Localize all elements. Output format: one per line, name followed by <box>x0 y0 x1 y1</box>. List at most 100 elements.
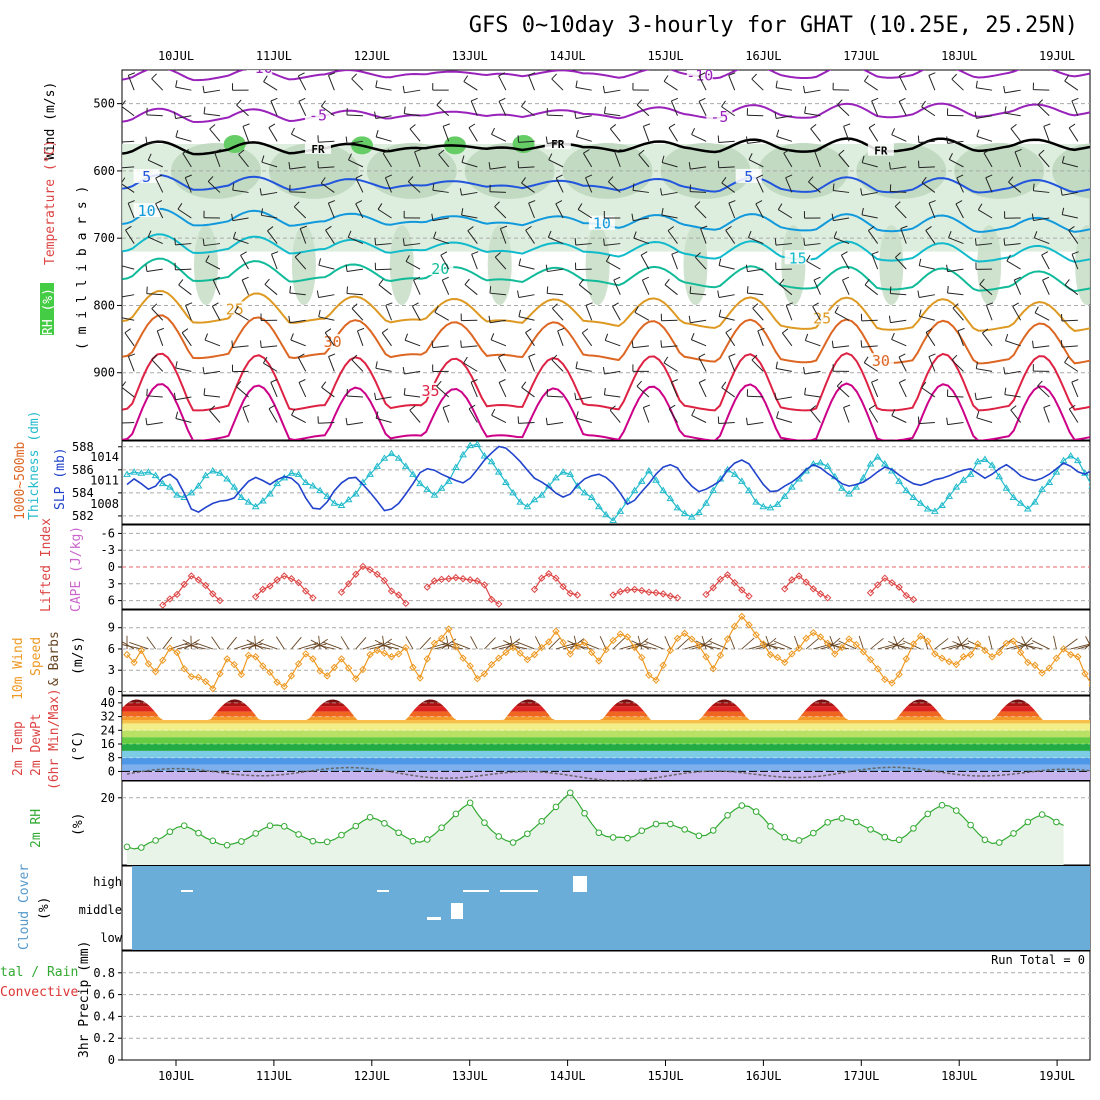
wind-barb-flag <box>471 251 479 255</box>
wind-barb <box>718 166 735 169</box>
wind-barb-flag <box>836 380 843 387</box>
thickness-label-1: 1000~500mb <box>13 442 28 520</box>
wind-speed-point <box>981 646 989 655</box>
rh-2m-point <box>895 836 903 844</box>
wind-barb <box>404 339 421 347</box>
wind-10m-barb <box>183 639 200 650</box>
temperature-axis-label: Temperature (°C) <box>43 140 58 265</box>
wind-10m-barb <box>1032 640 1050 650</box>
wind-barb <box>748 159 764 168</box>
wind-barb <box>122 140 135 143</box>
wind-speed-point <box>273 678 281 686</box>
isotherm-0 <box>122 137 1090 156</box>
thickness-point <box>859 473 868 481</box>
wind-barb <box>663 362 678 372</box>
wind-barb-flag <box>863 75 869 82</box>
wind-barb-flag <box>663 75 669 82</box>
wind-barb <box>1010 128 1022 142</box>
wind-10m-barb <box>503 640 521 650</box>
wind-speed-point <box>859 648 868 656</box>
wind-barb-flag <box>151 73 157 80</box>
rh-2m-point <box>466 799 474 807</box>
wind-barb <box>203 394 220 398</box>
wind-speed-point <box>516 649 524 657</box>
wind-barb <box>547 395 564 398</box>
wind-speed-point <box>201 677 210 686</box>
wind-barb-flag <box>202 85 205 93</box>
lifted-index-tick-label: 0 <box>108 560 115 574</box>
wind-speed-point <box>845 635 853 643</box>
isotherm-label: 15 <box>789 249 807 267</box>
wind-barb-flag <box>463 75 469 82</box>
wind-barb <box>351 308 364 321</box>
wind-speed-point <box>502 648 510 657</box>
wind-speed-point <box>688 635 696 643</box>
wind-barb-flag <box>748 153 753 160</box>
wind-barb-flag <box>267 226 274 232</box>
wind-barb <box>404 89 421 94</box>
wind-barb-flag <box>242 404 250 408</box>
wind-barb <box>871 254 879 270</box>
date-label-top-18JUL: 18JUL <box>941 49 977 63</box>
wind-barb-flag <box>321 381 327 388</box>
wind-barb <box>528 356 535 372</box>
wind-barb <box>836 385 850 398</box>
lifted-index-point <box>623 586 632 594</box>
wind-barb <box>518 294 535 298</box>
wind-barb <box>976 87 993 91</box>
lifted-index-point <box>645 588 653 596</box>
wind-barb-flag <box>151 354 158 361</box>
isotherm-label-bg <box>304 107 331 122</box>
thickness-point <box>187 488 196 496</box>
thickness-point <box>266 490 274 497</box>
wind-barb <box>491 414 507 423</box>
wind-barb <box>1008 181 1021 193</box>
lifted-index-point <box>823 594 832 602</box>
wind-barb-flag <box>1004 387 1007 395</box>
wind-barb <box>606 260 621 270</box>
wind-barb <box>232 189 249 193</box>
wind-barb-flag <box>355 200 363 205</box>
rh-2m-point <box>709 827 717 834</box>
isotherm-10 <box>122 207 1090 233</box>
wind-barb-flag <box>128 353 136 357</box>
thickness-point <box>208 467 217 474</box>
wind-barb <box>242 407 250 423</box>
wind10-label-1: 10m Wind <box>11 637 26 700</box>
wind-barb-flag <box>147 153 152 161</box>
wind-barb <box>151 308 164 321</box>
wind-10m-barb <box>698 637 713 650</box>
wind-barb <box>976 243 993 246</box>
wind-barb-flag <box>976 129 980 137</box>
isotherm-label-bg <box>304 139 331 154</box>
isotherm-label: -5 <box>710 108 728 126</box>
wind-speed-point <box>738 612 746 621</box>
wind-barb-flag <box>946 136 949 144</box>
wind-barb-flag <box>1071 379 1079 383</box>
rh-2m-point <box>309 837 317 845</box>
wind-barb-flag <box>528 200 536 204</box>
wind-barb <box>320 182 335 193</box>
wind-barb-flag <box>745 417 748 425</box>
wind-barb <box>547 114 564 117</box>
lifted-index-point <box>559 582 567 591</box>
thickness-point <box>201 471 210 479</box>
wind-barb-flag <box>947 286 949 294</box>
wind-barb-flag <box>918 309 922 317</box>
wind-barb <box>122 166 135 169</box>
rh-2m-point <box>652 820 660 828</box>
wind-speed-point <box>873 665 882 673</box>
wind-speed-point <box>623 633 632 641</box>
date-label-top-15JUL: 15JUL <box>647 49 683 63</box>
thickness-point <box>344 495 353 503</box>
wind-speed-point <box>1016 648 1025 657</box>
wind-barb-flag <box>402 238 405 246</box>
thickness-point <box>1052 468 1061 475</box>
wind-10m-barb <box>182 639 199 650</box>
wind-barb <box>204 339 221 347</box>
wind-10m-barb <box>635 643 657 650</box>
precip-tick-label: 0.8 <box>93 966 115 980</box>
wind-barb <box>318 166 335 169</box>
